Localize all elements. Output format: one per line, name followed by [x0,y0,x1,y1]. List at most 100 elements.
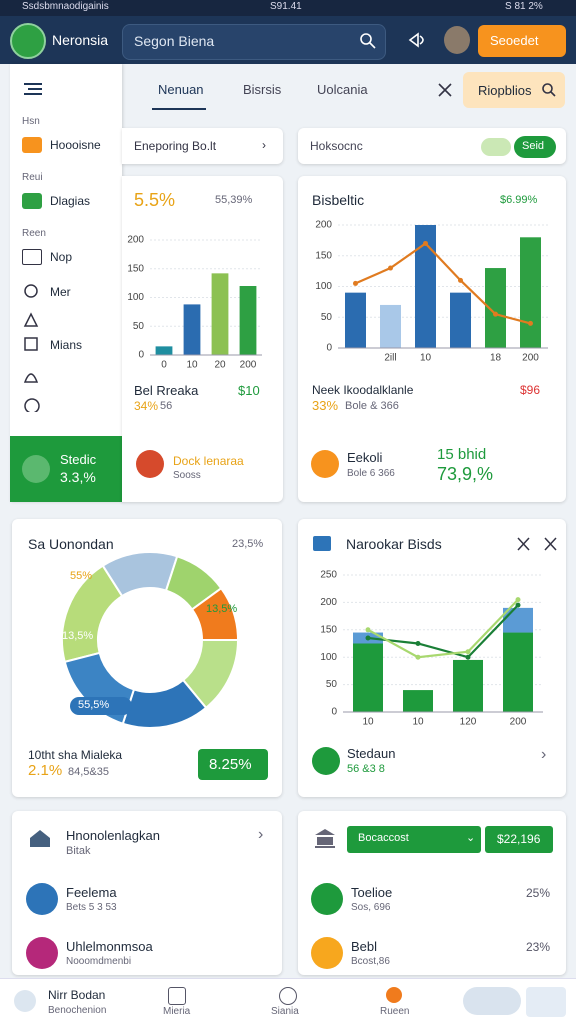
avatar[interactable] [10,23,46,59]
foot-title: Bel Rreaka [134,383,199,398]
tab-button[interactable] [463,72,565,108]
chevron[interactable]: › [258,826,264,843]
nav-icon [22,193,42,209]
row-title: Feelema [66,885,117,900]
line [367,598,519,659]
x-tick-label: 20 [214,360,226,371]
chart [61,551,240,729]
line-point [528,320,533,326]
bar [415,225,436,348]
donut-label: 55% [70,570,93,582]
sidebar-section: Reui [22,172,43,183]
bar [503,607,533,633]
search-icon[interactable] [542,83,556,97]
status-right: S 81 2% [505,1,543,12]
foot-pct: 34% [134,399,159,413]
search-box[interactable] [122,24,386,60]
foot-value: $10 [238,383,260,398]
nav-item[interactable]: Rueen [380,1006,410,1017]
y-tick-label: 100 [320,652,337,663]
y-tick-label: 200 [320,597,337,608]
sidebar-item[interactable]: Hoooisne [50,138,101,152]
value-label: $22,196 [497,832,541,846]
tab-underline [152,108,206,110]
item-title: Dock lenaraa [173,454,244,468]
x-tick-label: 200 [510,717,527,728]
nav-icon [279,987,297,1005]
x-tick-label: 120 [460,717,477,728]
tab-button-label: Riopblios [478,83,532,98]
sidebar-section: Hsn [22,116,40,127]
home-icon [30,830,50,847]
headline: 5.5% [134,190,176,210]
chevron[interactable]: › [541,746,547,763]
item-title: Eekoli [347,450,383,465]
nav-action[interactable] [526,987,566,1017]
card-actions[interactable] [517,537,557,551]
nav-item[interactable]: Nirr Bodan [48,988,106,1002]
foot-title: 10tht sha Mialeka [28,748,123,762]
note: $6.99% [500,194,538,206]
sidebar-item[interactable]: Mer [50,285,71,299]
line-point [415,641,421,646]
sidebar-item[interactable]: Nop [50,250,73,264]
profile-photo[interactable] [444,26,470,54]
toggle-label: Seid [522,140,545,152]
toggle-button[interactable] [514,136,556,158]
row-sub: Nooomdmenbi [66,956,132,967]
y-tick-label: 250 [320,570,337,581]
y-tick-label: 100 [315,281,332,292]
filter-card[interactable] [122,128,283,164]
nav-toggle[interactable] [463,987,521,1015]
x-tick-label: 200 [240,360,257,371]
tab[interactable]: Uolcania [317,82,368,97]
row-icon [26,937,58,969]
foot-pct: 33% [312,398,339,413]
bar [520,237,541,348]
sidebar-section: Reen [22,228,46,239]
foot-sub: 56 [160,400,173,412]
nav-item[interactable]: Siania [271,1006,299,1017]
tab[interactable]: Bisrsis [243,82,282,97]
sidebar-item[interactable]: Mians [50,338,83,352]
y-tick-label: 200 [127,235,144,246]
row-value: 23% [526,940,551,954]
y-tick-label: 100 [127,292,144,303]
badge[interactable] [198,749,268,780]
donut-label: 13,5% [206,603,238,615]
stat-value: 3.3,% [60,469,96,485]
nav-icon [22,137,42,153]
y-tick-label: 0 [326,343,332,354]
line-point [423,240,428,246]
x-tick-label: 200 [522,353,539,364]
row-icon [311,883,343,915]
row-value: 25% [526,886,551,900]
toggle[interactable] [481,138,511,156]
bar [380,304,401,348]
select[interactable] [347,826,481,853]
tab[interactable]: Nenuan [158,82,204,97]
y-tick-label: 0 [138,350,144,361]
chart: 0 50 100 150 200 2ill 10 18 200 [315,220,548,364]
stat-label: Stedic [60,452,97,467]
chart: 0 50 100 150 200 250 10 10 120 200 [320,570,543,728]
header-button[interactable] [478,25,566,57]
nav-item[interactable]: Mieria [163,1006,191,1017]
sidebar-icons [23,284,40,412]
close-icon[interactable] [438,83,452,97]
search-icon[interactable] [360,33,376,49]
item-sub: Bole 6 366 [347,468,395,479]
bar [485,268,506,348]
line-point [365,635,371,641]
sidebar-item[interactable]: Dlagias [50,194,91,208]
foot-title: Stedaun [347,746,396,761]
line-point [458,277,463,283]
bar [450,292,471,348]
bell-icon[interactable] [408,30,430,50]
item-icon [136,450,164,478]
row-icon [311,937,343,969]
menu-icon[interactable] [24,82,42,96]
big-value: 73,9,% [437,464,494,484]
line-point [415,654,421,660]
row-sub: Sos, 696 [351,902,391,913]
